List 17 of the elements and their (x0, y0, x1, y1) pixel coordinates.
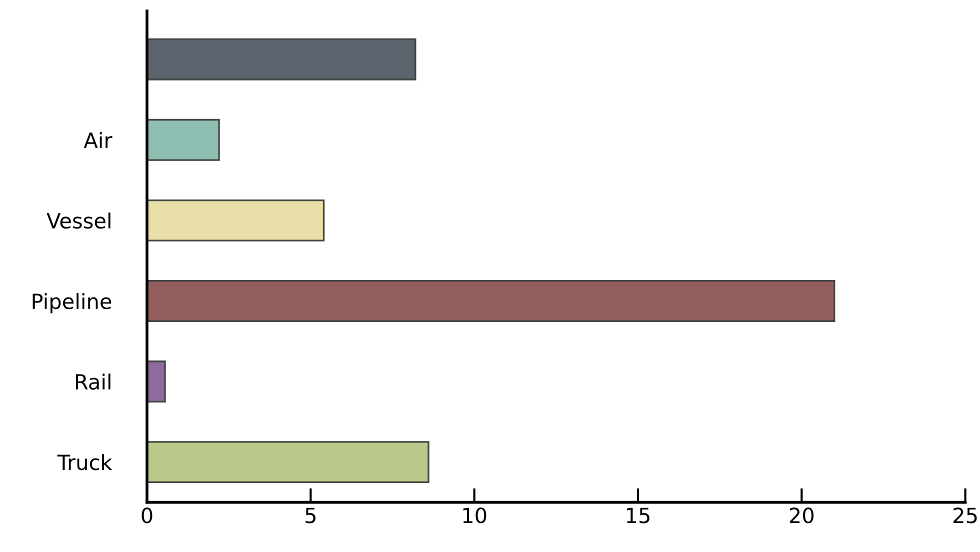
bar (147, 118, 220, 161)
y-tick-label: Pipeline (32, 293, 112, 314)
bar (147, 280, 836, 322)
y-tick-label: Rail (76, 374, 110, 390)
x-tick-label: 15 (627, 508, 650, 524)
bar (147, 360, 166, 402)
x-tick-label: 5 (306, 508, 316, 524)
bar (147, 199, 325, 242)
x-tick-label: 10 (463, 508, 486, 524)
x-tick-label: 20 (790, 508, 814, 524)
y-tick-label: Truck (57, 454, 112, 470)
bar (147, 441, 430, 484)
y-tick-label: Vessel (46, 212, 110, 229)
y-tick-label: Air (84, 132, 112, 148)
x-tick-label: 0 (142, 508, 152, 524)
x-tick-label: 25 (954, 508, 977, 524)
bar (147, 38, 416, 80)
